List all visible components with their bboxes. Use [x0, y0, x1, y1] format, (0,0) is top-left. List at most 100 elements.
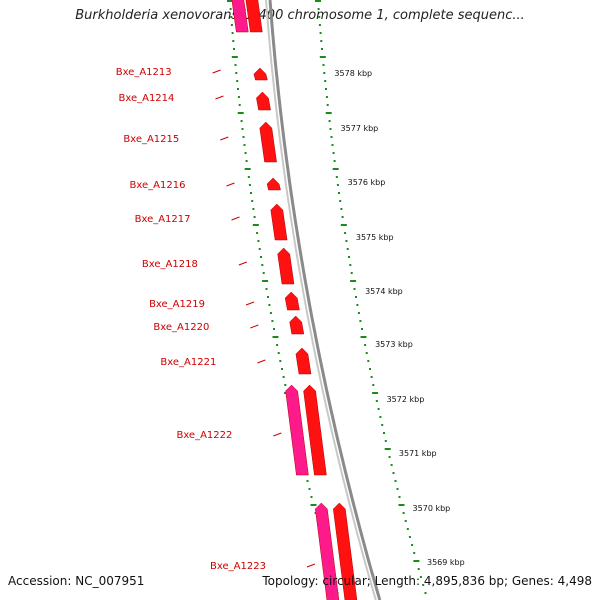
inner-tick [237, 112, 244, 114]
outer-tick [346, 248, 349, 250]
gene-labels: Bxe_A1213 Bxe_A1214 Bxe_A1215 Bxe_A1216 Bxe_… [116, 67, 316, 572]
outer-tick [353, 288, 356, 290]
outer-tick [340, 224, 347, 226]
inner-tick [235, 72, 238, 74]
gene-arrow [295, 347, 312, 375]
inner-tick [276, 344, 279, 346]
inner-tick [233, 48, 235, 50]
outer-tick [332, 152, 335, 154]
outer-tick [339, 200, 342, 202]
inner-tick [252, 224, 259, 226]
inner-tick [230, 16, 233, 18]
gene-label: Bxe_A1216 [130, 180, 186, 191]
label-leader [245, 301, 255, 306]
gene-reverse [285, 384, 309, 476]
kbp-label: 3571 kbp [399, 449, 437, 458]
outer-tick [384, 448, 391, 450]
label-leader [257, 359, 266, 364]
inner-tick [273, 328, 275, 330]
inner-tick [250, 192, 252, 194]
kbp-label: 3573 kbp [375, 340, 413, 349]
outer-tick [372, 384, 375, 386]
inner-tick [248, 184, 251, 186]
outer-tick [320, 40, 323, 42]
inner-tick [234, 64, 237, 66]
outer-tick [341, 216, 344, 218]
outer-tick [344, 232, 347, 234]
outer-tick [335, 176, 338, 178]
inner-tick [308, 488, 311, 490]
inner-tick [240, 120, 243, 122]
gene-forward [333, 502, 358, 600]
inner-tick [262, 280, 269, 282]
backbone-line-light [265, 0, 377, 600]
outer-tick [355, 296, 357, 298]
gene-arrow [256, 91, 271, 111]
inner-tick [242, 136, 245, 138]
gene-label: Bxe_A1213 [116, 67, 172, 78]
inner-tick [267, 296, 269, 298]
outer-tick [318, 16, 321, 18]
inner-tick [256, 232, 259, 234]
gene-forward-top [245, 0, 263, 33]
outer-tick [398, 504, 405, 506]
outer-tick [413, 560, 420, 562]
label-leader [231, 216, 240, 221]
inner-tick [260, 256, 262, 258]
inner-tick [284, 384, 287, 386]
gene-label: Bxe_A1214 [118, 93, 174, 104]
gene-label: Bxe_A1221 [160, 357, 216, 368]
gene-label: Bxe_A1222 [176, 430, 232, 441]
gene-label: Bxe_A1219 [149, 299, 205, 310]
gene-arrow [270, 203, 288, 241]
inner-tick [237, 96, 240, 98]
map-title: Burkholderia xenovorans LB400 chromosome… [75, 8, 525, 23]
outer-tick [324, 80, 327, 82]
outer-tick [348, 256, 350, 258]
inner-tick [258, 248, 261, 250]
inner-tick [244, 168, 251, 170]
outer-tick [322, 64, 325, 66]
gene-reverse-top [231, 0, 249, 33]
inner-tick [306, 480, 309, 482]
kbp-label: 3576 kbp [348, 178, 386, 187]
gene-arrow [259, 121, 277, 163]
outer-tick [377, 408, 380, 410]
outer-tick [422, 584, 425, 586]
kbp-label: 3574 kbp [365, 287, 403, 296]
gene-label: Bxe_A1223 [210, 561, 266, 572]
kbp-label: 3577 kbp [341, 124, 379, 133]
outer-tick [359, 320, 362, 322]
inner-tick [238, 104, 241, 106]
gene-label: Bxe_A1218 [142, 259, 198, 270]
inner-tick [272, 336, 279, 338]
outer-tick [349, 264, 352, 266]
outer-tick [318, 24, 321, 26]
outer-tick [336, 184, 339, 186]
gene-arrow [277, 247, 295, 285]
inner-tick [251, 200, 254, 202]
inner-tick [245, 160, 248, 162]
outer-tick [319, 56, 326, 58]
gene-arrow [284, 291, 300, 311]
outer-tick [417, 568, 420, 570]
outer-tick [392, 472, 395, 474]
inner-tick [282, 376, 285, 378]
gene-label: Bxe_A1215 [123, 134, 179, 145]
kbp-label: 3575 kbp [356, 233, 394, 242]
inner-tick [243, 144, 246, 146]
gene-arrow [253, 67, 268, 81]
gene-reverse [315, 502, 340, 600]
inner-tick [241, 128, 244, 130]
kbp-label: 3569 kbp [427, 558, 465, 567]
inner-tick [230, 24, 233, 26]
outer-tick [406, 528, 409, 530]
kbp-label: 3572 kbp [387, 395, 425, 404]
outer-tick [356, 304, 359, 306]
outer-tick [413, 552, 416, 554]
inner-tick [265, 288, 268, 290]
outer-tick [369, 368, 371, 370]
outer-tick [326, 104, 329, 106]
outer-tick [333, 160, 336, 162]
